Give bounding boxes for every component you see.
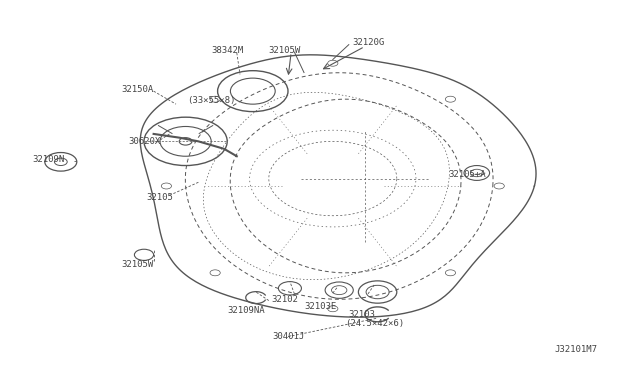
Text: 30620X: 30620X xyxy=(128,137,160,146)
Text: 32105W: 32105W xyxy=(122,260,154,269)
Text: (24.5×42×6): (24.5×42×6) xyxy=(345,319,404,328)
Text: 32102: 32102 xyxy=(271,295,298,304)
Text: 32109NA: 32109NA xyxy=(228,306,265,315)
Text: J32101M7: J32101M7 xyxy=(554,345,598,354)
Text: 32109N: 32109N xyxy=(32,155,64,164)
Text: 38342M: 38342M xyxy=(211,46,243,55)
Text: 32103E: 32103E xyxy=(304,302,336,311)
Text: 32105W: 32105W xyxy=(269,46,301,55)
Text: 32150A: 32150A xyxy=(122,85,154,94)
Text: 32105: 32105 xyxy=(147,193,173,202)
Text: 32103: 32103 xyxy=(348,310,375,319)
Text: 32120G: 32120G xyxy=(352,38,384,47)
Text: 32105+A: 32105+A xyxy=(449,170,486,179)
Text: (33×55×8): (33×55×8) xyxy=(187,96,236,105)
Text: 30401J: 30401J xyxy=(272,332,304,341)
